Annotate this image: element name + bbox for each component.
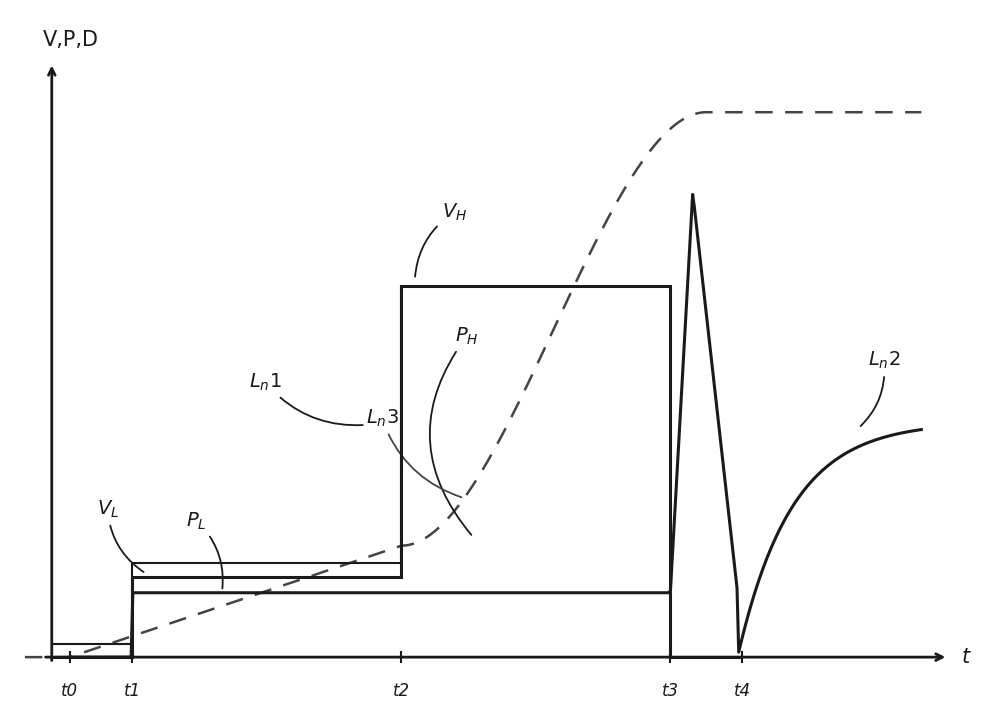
Text: t3: t3 bbox=[662, 682, 679, 700]
Text: $L_n1$: $L_n1$ bbox=[249, 372, 363, 425]
Text: V,P,D: V,P,D bbox=[43, 30, 99, 50]
Text: t2: t2 bbox=[393, 682, 410, 700]
Text: $V_H$: $V_H$ bbox=[415, 202, 467, 277]
Text: $V_L$: $V_L$ bbox=[97, 499, 144, 572]
Text: $P_H$: $P_H$ bbox=[430, 325, 479, 535]
Text: t4: t4 bbox=[733, 682, 751, 700]
Text: t0: t0 bbox=[61, 682, 78, 700]
Text: $L_n2$: $L_n2$ bbox=[861, 350, 900, 426]
Text: t1: t1 bbox=[124, 682, 141, 700]
Text: $P_L$: $P_L$ bbox=[186, 510, 223, 589]
Text: t: t bbox=[962, 647, 970, 667]
Text: $L_n3$: $L_n3$ bbox=[366, 408, 462, 497]
